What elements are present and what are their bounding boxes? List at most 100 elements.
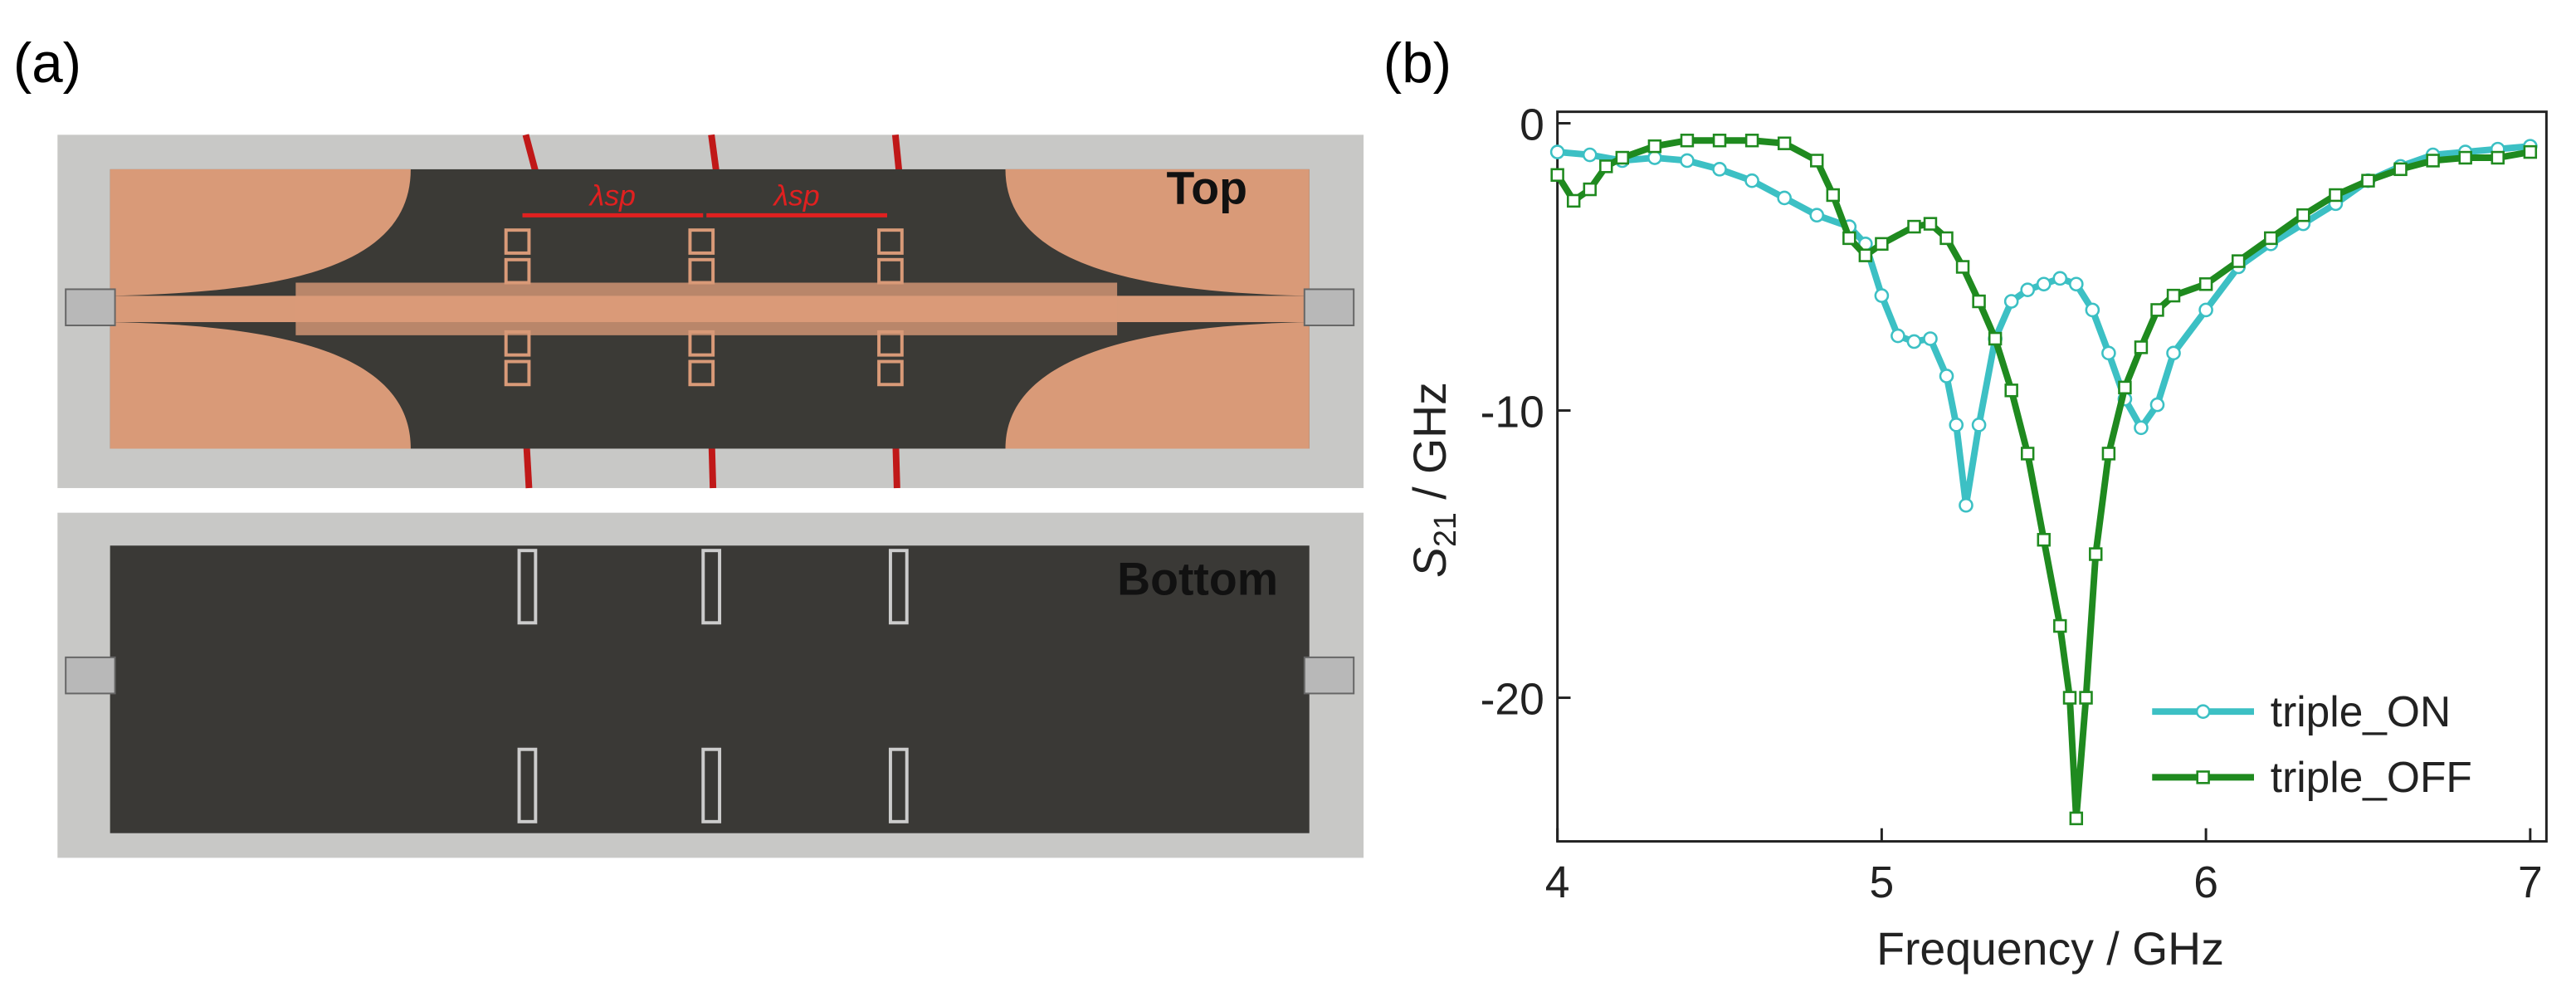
data-point — [1874, 288, 1890, 303]
data-point — [1777, 136, 1792, 150]
data-point — [1826, 188, 1840, 203]
data-point — [2069, 811, 2084, 826]
data-point — [2101, 345, 2116, 361]
data-point — [1744, 173, 1759, 188]
data-point — [2329, 188, 2343, 203]
data-point — [2361, 173, 2375, 188]
data-point — [1907, 219, 1921, 234]
data-point — [1582, 147, 1598, 163]
series-line — [1557, 143, 2531, 509]
legend-marker — [2196, 770, 2210, 784]
data-point — [2458, 150, 2472, 165]
data-point — [1810, 154, 1824, 168]
data-point — [2020, 447, 2035, 461]
data-point — [2134, 340, 2149, 354]
y-axis-label-subscript: 21 — [1427, 512, 1462, 547]
data-point — [2166, 345, 2181, 361]
data-point — [1955, 260, 1970, 274]
data-point — [2166, 288, 2181, 303]
y-tick-label: -20 — [1481, 675, 1544, 724]
y-axis-label: S21 / GHz — [1404, 382, 1462, 578]
data-point — [2085, 302, 2100, 318]
data-point — [1939, 369, 1954, 384]
data-point — [1875, 237, 1889, 252]
data-point — [2231, 254, 2246, 268]
data-point — [1809, 208, 1825, 223]
data-point — [2150, 303, 2164, 317]
data-point — [2079, 691, 2093, 705]
legend-label: triple_OFF — [2271, 753, 2472, 801]
data-point — [2089, 547, 2103, 561]
spacing-label: λsp — [588, 178, 636, 212]
data-point — [2052, 271, 2068, 286]
y-axis-label-symbol: S — [1404, 547, 1456, 578]
data-point — [1566, 193, 1581, 208]
data-point — [2062, 691, 2077, 705]
data-point — [1971, 418, 1987, 432]
data-point — [2491, 150, 2505, 165]
data-point — [2118, 380, 2132, 395]
photo-bottom: Bottom — [57, 512, 1364, 858]
data-point — [2149, 397, 2165, 413]
data-point — [1972, 294, 1986, 309]
data-point — [1680, 153, 1695, 169]
x-tick-label: 7 — [2518, 858, 2543, 907]
data-point — [1959, 497, 1973, 513]
data-point — [1550, 168, 1564, 182]
data-point — [1599, 159, 1613, 173]
chart: Frequency / GHz S21 / GHz 4 5 6 7 0 -10 -20 tri… — [1404, 100, 2548, 975]
y-tick-label: -10 — [1481, 388, 1544, 437]
data-point — [2020, 282, 2036, 297]
data-point — [2004, 384, 2018, 398]
data-point — [2264, 231, 2278, 246]
data-point — [2393, 162, 2408, 177]
data-point — [1615, 150, 1630, 165]
data-point — [1647, 150, 1662, 165]
x-tick-label: 6 — [2193, 858, 2218, 907]
x-tick-label: 5 — [1870, 858, 1895, 907]
legend-label: triple_ON — [2271, 687, 2451, 735]
panel-label: (b) — [1383, 32, 1451, 95]
data-point — [2069, 276, 2084, 292]
data-point — [1680, 134, 1695, 148]
data-point — [1923, 331, 1938, 346]
data-point — [2198, 277, 2213, 291]
y-axis-label-rest: / GHz — [1404, 382, 1456, 512]
plot-frame — [1556, 110, 2548, 843]
data-point — [2134, 420, 2149, 436]
data-point — [1712, 134, 1727, 148]
data-point — [2296, 208, 2310, 222]
data-point — [1939, 231, 1954, 246]
photo-label: Bottom — [1117, 554, 1278, 605]
photo-label: Top — [1167, 162, 1247, 213]
legend-marker — [2195, 704, 2211, 720]
data-point — [1858, 248, 1873, 262]
data-point — [1583, 182, 1597, 197]
photo-top: λsp λsp Top — [57, 134, 1364, 489]
data-point — [1744, 134, 1759, 148]
data-point — [2198, 302, 2213, 318]
data-point — [1988, 331, 2003, 346]
data-point — [2036, 276, 2052, 292]
data-point — [1549, 144, 1565, 159]
x-tick-label: 4 — [1545, 858, 1570, 907]
data-point — [1842, 231, 1856, 246]
data-point — [1949, 418, 1964, 432]
data-point — [2426, 154, 2440, 168]
data-point — [1923, 217, 1938, 231]
data-point — [2037, 533, 2051, 547]
data-point — [2053, 618, 2067, 633]
spacing-label: λsp — [773, 178, 820, 212]
panel-label: (a) — [13, 32, 81, 95]
data-point — [2523, 144, 2538, 159]
data-point — [2101, 447, 2116, 461]
data-point — [1712, 162, 1727, 177]
y-tick-label: 0 — [1520, 100, 1544, 149]
data-point — [1891, 328, 1905, 344]
x-axis-label: Frequency / GHz — [1876, 923, 2224, 975]
data-point — [1647, 139, 1662, 154]
data-point — [1906, 334, 1922, 349]
data-point — [2003, 294, 2019, 309]
